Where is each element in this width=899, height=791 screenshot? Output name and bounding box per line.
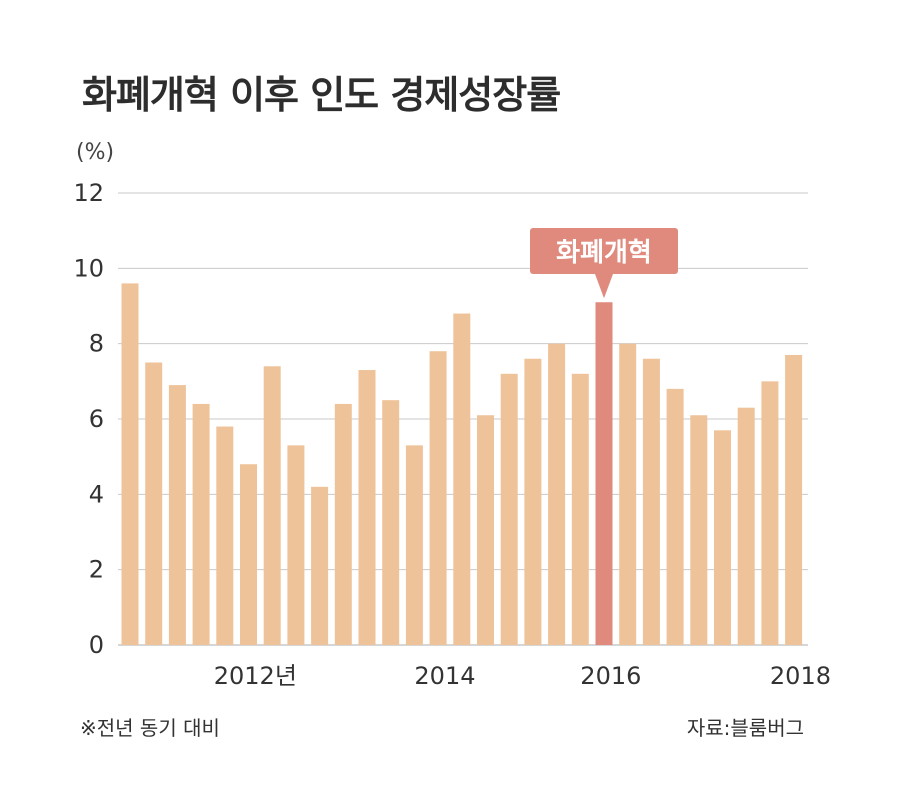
- y-tick-label: 2: [89, 556, 104, 584]
- chart-title: 화폐개혁 이후 인도 경제성장률: [82, 73, 561, 117]
- bar: [382, 400, 400, 645]
- bar: [405, 445, 423, 645]
- bar: [311, 486, 329, 645]
- bar: [477, 415, 494, 645]
- source-note: 자료:블룸버그: [686, 716, 804, 740]
- bar: [666, 388, 684, 645]
- bar: [145, 362, 163, 645]
- bar: [429, 351, 447, 645]
- bar: [240, 464, 257, 645]
- y-tick-label: 8: [89, 330, 104, 358]
- x-tick-label: 2016: [580, 662, 641, 690]
- x-tick-label: 2014: [414, 662, 475, 690]
- bar: [453, 313, 471, 645]
- bar: [358, 370, 376, 645]
- y-tick-label: 12: [73, 179, 104, 207]
- callout-box: [530, 228, 678, 274]
- callout-label: 화폐개혁: [556, 238, 652, 268]
- x-tick-label: 2012년: [214, 662, 297, 690]
- callout-pointer: [595, 274, 613, 299]
- bar: [714, 430, 731, 645]
- bar: [500, 373, 518, 645]
- bar: [263, 366, 281, 645]
- bar: [642, 358, 660, 645]
- bar: [287, 445, 305, 645]
- x-tick-label: 2018: [770, 662, 831, 690]
- y-tick-label: 4: [89, 480, 104, 508]
- bar: [334, 403, 352, 645]
- y-tick-label: 10: [73, 254, 104, 282]
- y-axis-unit: (%): [76, 140, 115, 165]
- bar: [216, 426, 234, 645]
- bar: [192, 403, 210, 645]
- bar: [761, 381, 779, 645]
- footnote: ※전년 동기 대비: [80, 716, 220, 740]
- bar: [168, 385, 186, 645]
- y-tick-label: 0: [89, 631, 104, 659]
- bar: [548, 343, 566, 645]
- bar: [619, 343, 637, 645]
- y-tick-label: 6: [89, 405, 104, 433]
- bar: [690, 415, 708, 645]
- bar: [121, 283, 139, 645]
- bar: [571, 373, 589, 645]
- bar: [785, 354, 803, 645]
- highlight-bar: [595, 302, 613, 645]
- bar: [524, 358, 542, 645]
- bar: [737, 407, 755, 645]
